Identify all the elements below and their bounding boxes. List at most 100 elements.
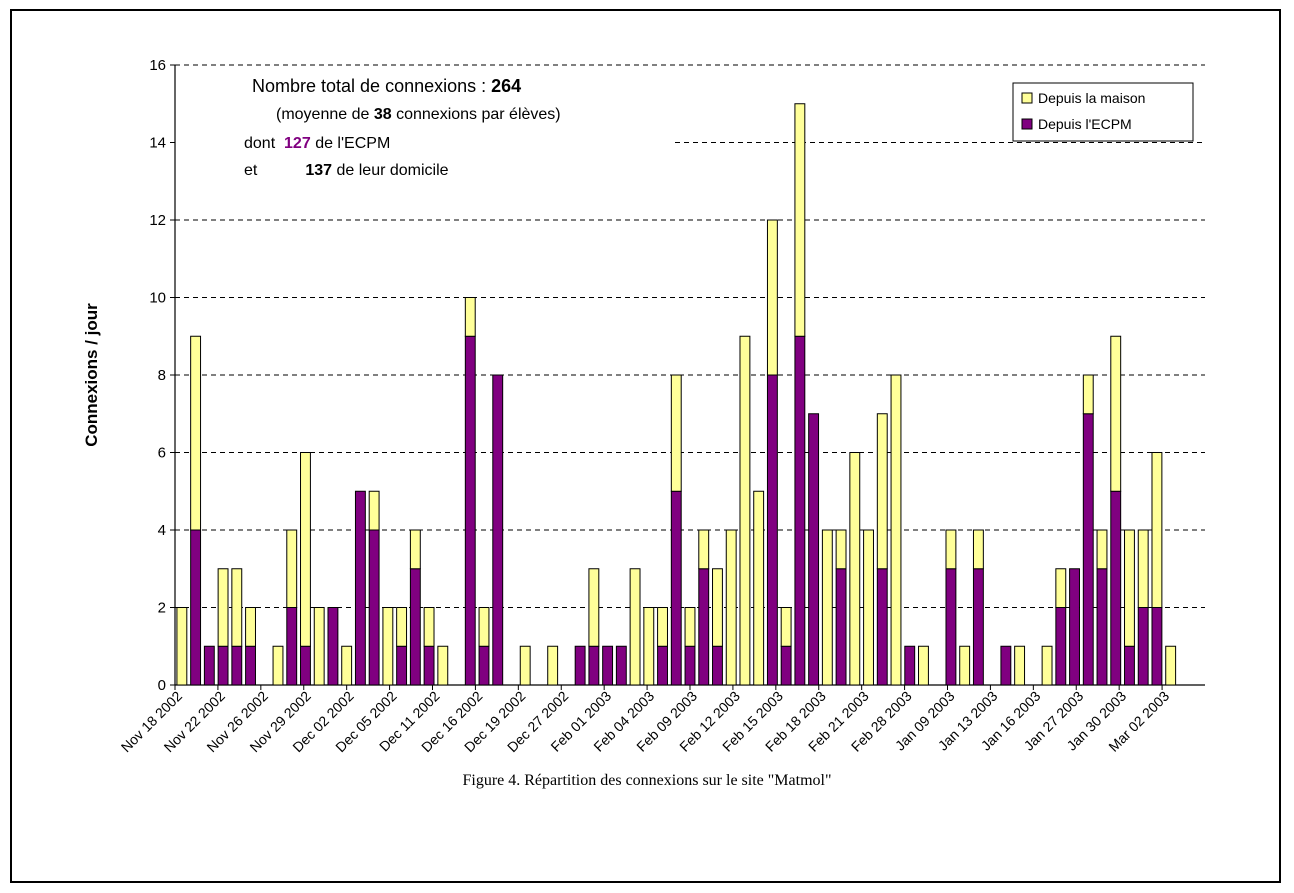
bar-maison [437, 645, 449, 686]
bar-maison [547, 645, 559, 686]
legend-swatch [1021, 118, 1033, 130]
bar-maison [464, 297, 476, 337]
bar-ecpm [286, 607, 298, 686]
bar-maison [918, 645, 929, 686]
y-tick-label: 12 [149, 212, 166, 229]
bar-ecpm [327, 607, 339, 686]
figure-caption: Figure 4. Répartition des connexions sur… [462, 772, 832, 789]
bar-ecpm [712, 645, 723, 686]
bar-maison [1151, 452, 1163, 608]
bar-ecpm [766, 374, 778, 686]
bar-maison [876, 413, 888, 570]
bar-maison [1124, 529, 1135, 647]
bar-maison [217, 568, 229, 647]
bar-ecpm [354, 490, 366, 686]
bar-maison [890, 374, 902, 686]
bar-maison [657, 607, 668, 647]
bar-maison [423, 607, 435, 647]
bar-maison [1014, 645, 1026, 686]
bar-maison [286, 529, 298, 608]
bar-ecpm [602, 645, 614, 686]
bar-maison [643, 607, 655, 686]
bar-maison [478, 607, 490, 647]
bar-ecpm [190, 529, 202, 686]
bar-maison [1137, 529, 1149, 608]
bar-maison [712, 568, 723, 647]
bar-ecpm [588, 645, 600, 686]
bar-ecpm [684, 645, 696, 686]
bar-maison [588, 568, 600, 647]
bar-maison [368, 490, 380, 531]
y-tick-label: 6 [158, 445, 166, 462]
bar-maison [972, 529, 984, 570]
bar-maison [725, 529, 737, 686]
bar-ecpm [1137, 607, 1149, 686]
bar-ecpm [368, 529, 380, 686]
bar-maison [684, 607, 696, 647]
bar-ecpm [1069, 568, 1080, 686]
bar-maison [245, 607, 256, 647]
stat-home: et 137 de leur domicile [244, 162, 449, 179]
bar-maison [821, 529, 833, 686]
bar-maison [698, 529, 710, 570]
bar-maison [300, 452, 311, 647]
bar-ecpm [657, 645, 668, 686]
bar-maison [670, 374, 682, 492]
y-axis-title: Connexions / jour [82, 303, 101, 447]
legend-label: Depuis la maison [1038, 90, 1145, 106]
chart-frame [10, 9, 1281, 883]
bar-maison [409, 529, 421, 570]
bar-ecpm [492, 374, 504, 686]
y-tick-label: 2 [158, 600, 166, 617]
bar-ecpm [808, 413, 820, 686]
bar-ecpm [945, 568, 957, 686]
bar-maison [780, 607, 792, 647]
bar-maison [959, 645, 971, 686]
bar-maison [739, 335, 751, 686]
bar-ecpm [464, 335, 476, 686]
bar-maison [863, 529, 874, 686]
bar-maison [849, 452, 861, 686]
bar-ecpm [300, 645, 311, 686]
bar-ecpm [231, 645, 243, 686]
bar-ecpm [835, 568, 847, 686]
legend-label: Depuis l'ECPM [1038, 116, 1132, 132]
bar-ecpm [698, 568, 710, 686]
bar-ecpm [396, 645, 408, 686]
bar-ecpm [876, 568, 888, 686]
stat-ecpm: dont 127 de l'ECPM [244, 135, 391, 152]
bar-maison [1055, 568, 1067, 608]
bar-ecpm [904, 645, 916, 686]
bar-ecpm [409, 568, 421, 686]
bar-ecpm [1096, 568, 1108, 686]
bar-ecpm [1151, 607, 1163, 686]
bar-ecpm [972, 568, 984, 686]
y-tick-label: 8 [158, 367, 166, 384]
legend-box [1012, 82, 1194, 142]
bar-maison [1165, 645, 1177, 686]
bar-maison [766, 219, 778, 376]
bar-ecpm [423, 645, 435, 686]
bar-maison [341, 645, 353, 686]
bar-ecpm [478, 645, 490, 686]
y-tick-label: 0 [158, 677, 166, 694]
bar-ecpm [780, 645, 792, 686]
bar-maison [313, 607, 325, 686]
y-tick-label: 4 [158, 522, 166, 539]
bar-maison [945, 529, 957, 570]
legend-swatch [1021, 92, 1033, 104]
bar-ecpm [1055, 607, 1067, 686]
bar-maison [629, 568, 641, 686]
bar-ecpm [1082, 413, 1094, 686]
bar-maison [519, 645, 531, 686]
bar-ecpm [1124, 645, 1135, 686]
bar-ecpm [794, 335, 806, 686]
y-tick-label: 16 [149, 57, 166, 74]
bar-maison [753, 490, 765, 686]
bar-ecpm [1000, 645, 1012, 686]
bar-maison [396, 607, 408, 647]
bar-ecpm [203, 645, 215, 686]
bar-ecpm [670, 490, 682, 686]
bar-ecpm [245, 645, 256, 686]
